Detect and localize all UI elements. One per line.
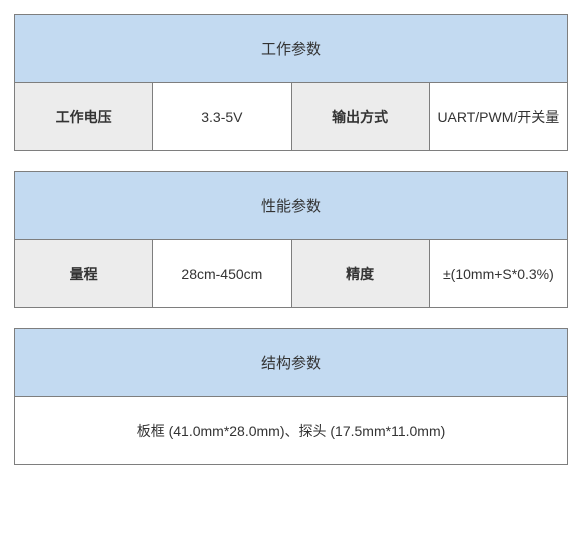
table-row: 板框 (41.0mm*28.0mm)、探头 (17.5mm*11.0mm) [15, 397, 568, 465]
table-header-row: 结构参数 [15, 329, 568, 397]
cell-label: 工作电压 [15, 83, 153, 151]
cell-value: 28cm-450cm [153, 240, 291, 308]
table-working-params: 工作参数 工作电压 3.3-5V 输出方式 UART/PWM/开关量 [14, 14, 568, 151]
section-working-params: 工作参数 工作电压 3.3-5V 输出方式 UART/PWM/开关量 [14, 14, 568, 151]
cell-label: 量程 [15, 240, 153, 308]
cell-value: 3.3-5V [153, 83, 291, 151]
section-performance-params: 性能参数 量程 28cm-450cm 精度 ±(10mm+S*0.3%) [14, 171, 568, 308]
table-structure-params: 结构参数 板框 (41.0mm*28.0mm)、探头 (17.5mm*11.0m… [14, 328, 568, 465]
table-header-row: 性能参数 [15, 172, 568, 240]
cell-value: UART/PWM/开关量 [429, 83, 567, 151]
cell-label: 精度 [291, 240, 429, 308]
cell-value: ±(10mm+S*0.3%) [429, 240, 567, 308]
table-row: 量程 28cm-450cm 精度 ±(10mm+S*0.3%) [15, 240, 568, 308]
table-performance-params: 性能参数 量程 28cm-450cm 精度 ±(10mm+S*0.3%) [14, 171, 568, 308]
table-header: 工作参数 [15, 15, 568, 83]
section-structure-params: 结构参数 板框 (41.0mm*28.0mm)、探头 (17.5mm*11.0m… [14, 328, 568, 465]
table-header: 结构参数 [15, 329, 568, 397]
table-header-row: 工作参数 [15, 15, 568, 83]
table-header: 性能参数 [15, 172, 568, 240]
cell-label: 输出方式 [291, 83, 429, 151]
table-row: 工作电压 3.3-5V 输出方式 UART/PWM/开关量 [15, 83, 568, 151]
cell-value: 板框 (41.0mm*28.0mm)、探头 (17.5mm*11.0mm) [15, 397, 568, 465]
